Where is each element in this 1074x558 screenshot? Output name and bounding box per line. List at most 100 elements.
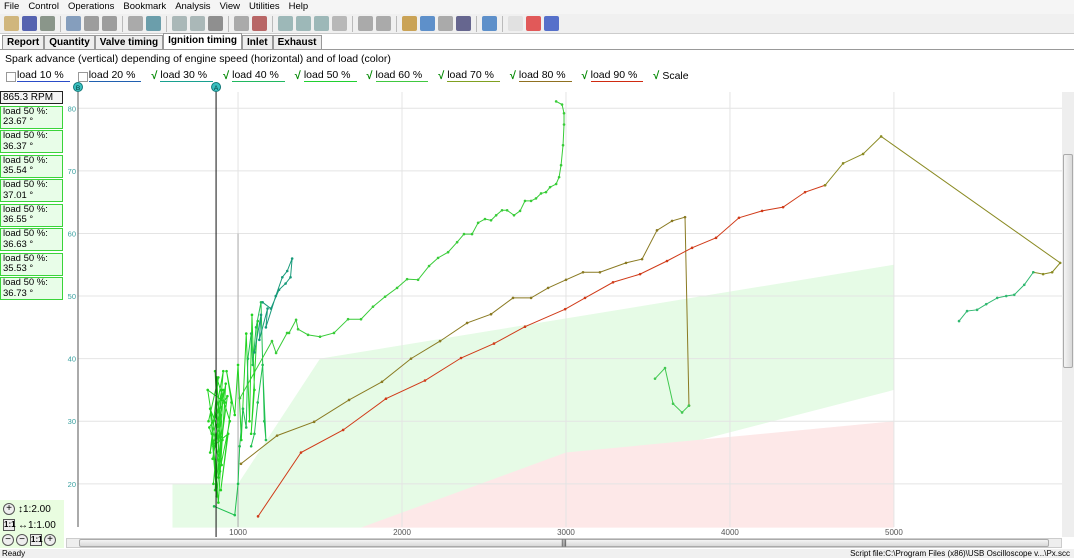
open-icon[interactable] (4, 16, 19, 31)
data-point (560, 103, 564, 106)
data-point (269, 307, 273, 310)
data-point (670, 219, 674, 223)
data-point (249, 432, 253, 436)
legend-item-load-50[interactable]: √ load 50 % (293, 69, 357, 83)
legend-item-load-70[interactable]: √ load 70 % (436, 69, 500, 83)
horizontal-scrollbar[interactable]: ||| (66, 538, 1062, 548)
filter-icon[interactable] (234, 16, 249, 31)
data-point (492, 342, 496, 345)
zoom-in-vertical-button[interactable]: + (3, 503, 15, 515)
tab-ignition-timing[interactable]: Ignition timing (163, 33, 243, 50)
menu-utilities[interactable]: Utilities (248, 1, 280, 12)
checkbox-checked-icon[interactable]: √ (294, 70, 301, 82)
data-point (518, 209, 522, 213)
toolbar-separator (60, 15, 61, 32)
data-point (687, 404, 691, 407)
data-point (459, 356, 463, 360)
screen-icon[interactable] (482, 16, 497, 31)
legend-item-load-10[interactable]: load 10 % (6, 69, 70, 83)
check-icon[interactable] (278, 16, 293, 31)
fit-button[interactable]: 1:1 (30, 534, 43, 546)
stop-icon[interactable] (358, 16, 373, 31)
horizontal-scroll-thumb[interactable]: ||| (79, 539, 1049, 547)
data-point (230, 401, 233, 404)
data-point (226, 432, 230, 436)
check-down-icon[interactable] (296, 16, 311, 31)
zoom-in-horizontal-button[interactable]: + (44, 534, 56, 546)
tab-inlet[interactable]: Inlet (242, 35, 273, 50)
document-icon[interactable] (508, 16, 523, 31)
checkbox-checked-icon[interactable]: √ (438, 70, 445, 82)
data-point (251, 363, 255, 367)
legend-label: load 70 % (447, 69, 500, 82)
data-point (318, 335, 322, 339)
page-icon[interactable] (332, 16, 347, 31)
legend-item-load-90[interactable]: √ load 90 % (580, 69, 644, 83)
menu-control[interactable]: Control (28, 1, 59, 12)
cursor-a-marker[interactable] (211, 82, 222, 92)
vertical-scrollbar[interactable] (1062, 92, 1074, 537)
checkbox-checked-icon[interactable]: √ (151, 70, 158, 82)
data-point (554, 100, 558, 103)
back-icon[interactable] (208, 16, 223, 31)
checkbox-checked-icon[interactable]: √ (581, 70, 588, 82)
data-point (462, 232, 466, 236)
legend-item-load-80[interactable]: √ load 80 % (508, 69, 572, 83)
menu-operations[interactable]: Operations (67, 1, 115, 12)
tab-report[interactable]: Report (2, 35, 45, 50)
data-point (409, 357, 413, 360)
tab-exhaust[interactable]: Exhaust (272, 35, 322, 50)
help-icon[interactable] (544, 16, 559, 31)
legend-item-load-40[interactable]: √ load 40 % (221, 69, 285, 83)
menu-bookmark[interactable]: Bookmark (123, 1, 167, 12)
legend-item-load-20[interactable]: load 20 % (77, 69, 142, 83)
legend: load 10 % load 20 % √ load 30 % √ load 40 % √ l… (6, 69, 689, 83)
reset-zoom-button[interactable]: 1:1 (3, 519, 16, 531)
data-point (416, 278, 420, 282)
data-point (274, 351, 278, 355)
redo-icon[interactable] (190, 16, 205, 31)
tab-valve-timing[interactable]: Valve timing (94, 35, 164, 50)
cursor-b-marker[interactable] (73, 82, 83, 92)
copy-image-icon[interactable] (66, 16, 81, 31)
close-red-icon[interactable] (526, 16, 541, 31)
checkbox-checked-icon[interactable]: √ (223, 70, 230, 82)
paint-icon[interactable] (102, 16, 117, 31)
checkbox-checked-icon[interactable]: √ (366, 70, 373, 82)
y-tick-label: 40 (68, 355, 76, 364)
filter-clear-icon[interactable] (252, 16, 267, 31)
record-icon[interactable] (456, 16, 471, 31)
data-point (244, 332, 248, 335)
print-icon[interactable] (40, 16, 55, 31)
cursor-icon[interactable] (128, 16, 143, 31)
vertical-scroll-thumb[interactable] (1063, 154, 1073, 368)
export-icon[interactable] (376, 16, 391, 31)
step-icon[interactable] (420, 16, 435, 31)
checkbox-checked-icon[interactable]: √ (509, 70, 516, 82)
menu-analysis[interactable]: Analysis (175, 1, 211, 12)
check-up-icon[interactable] (314, 16, 329, 31)
menu-help[interactable]: Help (288, 1, 309, 12)
script-icon[interactable] (402, 16, 417, 31)
data-point (1012, 293, 1016, 297)
toolbar-separator (352, 15, 353, 32)
zoom-out-horizontal-button[interactable]: − (16, 534, 28, 546)
paste-icon[interactable] (84, 16, 99, 31)
data-point (261, 301, 264, 304)
checkbox-unchecked-icon[interactable] (6, 72, 16, 82)
pause-icon[interactable] (438, 16, 453, 31)
menu-view[interactable]: View (219, 1, 240, 12)
menu-file[interactable]: File (4, 1, 20, 12)
legend-item-scale[interactable]: √ Scale (651, 69, 688, 83)
tab-quantity[interactable]: Quantity (44, 35, 95, 50)
spark-advance-chart[interactable]: 1000 2000 3000 4000 5000 20 30 40 50 60 70 80 A B (64, 82, 1062, 537)
chart-description: Spark advance (vertical) depending of en… (5, 53, 391, 65)
legend-item-load-60[interactable]: √ load 60 % (365, 69, 429, 83)
legend-item-load-30[interactable]: √ load 30 % (149, 69, 214, 83)
undo-icon[interactable] (172, 16, 187, 31)
zoom-out-button[interactable]: − (2, 534, 14, 546)
flag-icon[interactable] (146, 16, 161, 31)
save-icon[interactable] (22, 16, 37, 31)
checkbox-checked-icon[interactable]: √ (653, 70, 660, 82)
checkbox-unchecked-icon[interactable] (77, 72, 88, 82)
